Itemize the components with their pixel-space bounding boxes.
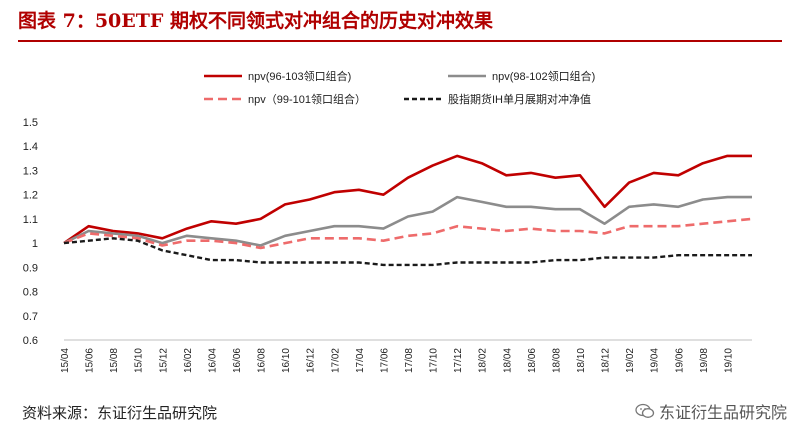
x-tick-label: 19/06 — [674, 348, 685, 373]
x-tick-label: 17/10 — [429, 348, 440, 373]
series-line-4 — [63, 237, 752, 267]
source-note: 资料来源：东证衍生品研究院 — [22, 404, 218, 422]
x-tick-label: 16/08 — [257, 348, 268, 373]
y-tick-label: 0.7 — [23, 311, 38, 323]
y-axis: 0.6 0.7 0.8 0.9 1 1.1 1.2 1.3 1.4 1.5 — [23, 117, 38, 347]
legend: npv(96-103领口组合) npv(98-102领口组合) npv（99-101… — [204, 69, 595, 106]
plot-area — [63, 154, 753, 267]
x-tick-label: 16/06 — [232, 348, 243, 373]
x-axis: 15/04 15/06 15/08 15/10 15/12 16/02 16/04 16/06… — [60, 339, 752, 373]
watermark-text: 东证衍生品研究院 — [658, 403, 787, 422]
x-tick-label: 15/04 — [60, 348, 71, 373]
y-tick-label: 1.4 — [23, 141, 38, 153]
x-tick-label: 17/12 — [453, 348, 464, 373]
x-tick-label: 19/08 — [699, 348, 710, 373]
y-tick-label: 1.1 — [23, 214, 38, 226]
x-tick-label: 16/04 — [207, 348, 218, 373]
y-tick-label: 1 — [32, 238, 38, 250]
x-tick-label: 17/08 — [404, 348, 415, 373]
series-line-1 — [63, 154, 752, 245]
x-tick-label: 16/02 — [183, 348, 194, 373]
y-tick-label: 1.3 — [23, 165, 38, 177]
x-tick-label: 18/10 — [576, 348, 587, 373]
x-tick-label: 18/06 — [527, 348, 538, 373]
x-tick-label: 16/12 — [306, 348, 317, 373]
y-tick-label: 1.2 — [23, 190, 38, 202]
watermark: 东证衍生品研究院 — [635, 399, 787, 423]
x-tick-label: 18/12 — [601, 348, 612, 373]
series-line-3 — [63, 217, 753, 250]
y-tick-label: 0.8 — [23, 287, 38, 299]
y-tick-label: 0.9 — [23, 262, 38, 274]
x-tick-label: 19/04 — [650, 348, 661, 373]
y-tick-label: 1.5 — [23, 117, 38, 129]
y-tick-label: 0.6 — [23, 335, 38, 347]
title-divider — [18, 40, 782, 42]
x-tick-label: 17/06 — [379, 348, 390, 373]
x-tick-label: 18/04 — [502, 348, 513, 373]
legend-label-4: 股指期货IH单月展期对冲净值 — [448, 92, 591, 106]
legend-label-2: npv(98-102领口组合) — [492, 69, 595, 83]
x-tick-label: 18/08 — [551, 348, 562, 373]
x-tick-label: 15/08 — [109, 348, 120, 373]
chart-title: 图表 7：50ETF 期权不同领式对冲组合的历史对冲效果 — [18, 10, 494, 32]
x-tick-label: 15/10 — [134, 348, 145, 373]
x-tick-label: 15/06 — [85, 348, 96, 373]
x-tick-label: 18/02 — [478, 348, 489, 373]
legend-label-1: npv(96-103领口组合) — [248, 69, 351, 83]
x-tick-label: 17/04 — [355, 348, 366, 373]
x-tick-label: 17/02 — [330, 348, 341, 373]
x-tick-label: 19/10 — [723, 348, 734, 373]
wechat-icon — [635, 403, 655, 418]
x-tick-label: 16/10 — [281, 348, 292, 373]
legend-label-3: npv（99-101领口组合） — [248, 92, 366, 106]
x-tick-label: 19/02 — [625, 348, 636, 373]
x-tick-label: 15/12 — [158, 348, 169, 373]
series-line-2 — [63, 195, 752, 247]
